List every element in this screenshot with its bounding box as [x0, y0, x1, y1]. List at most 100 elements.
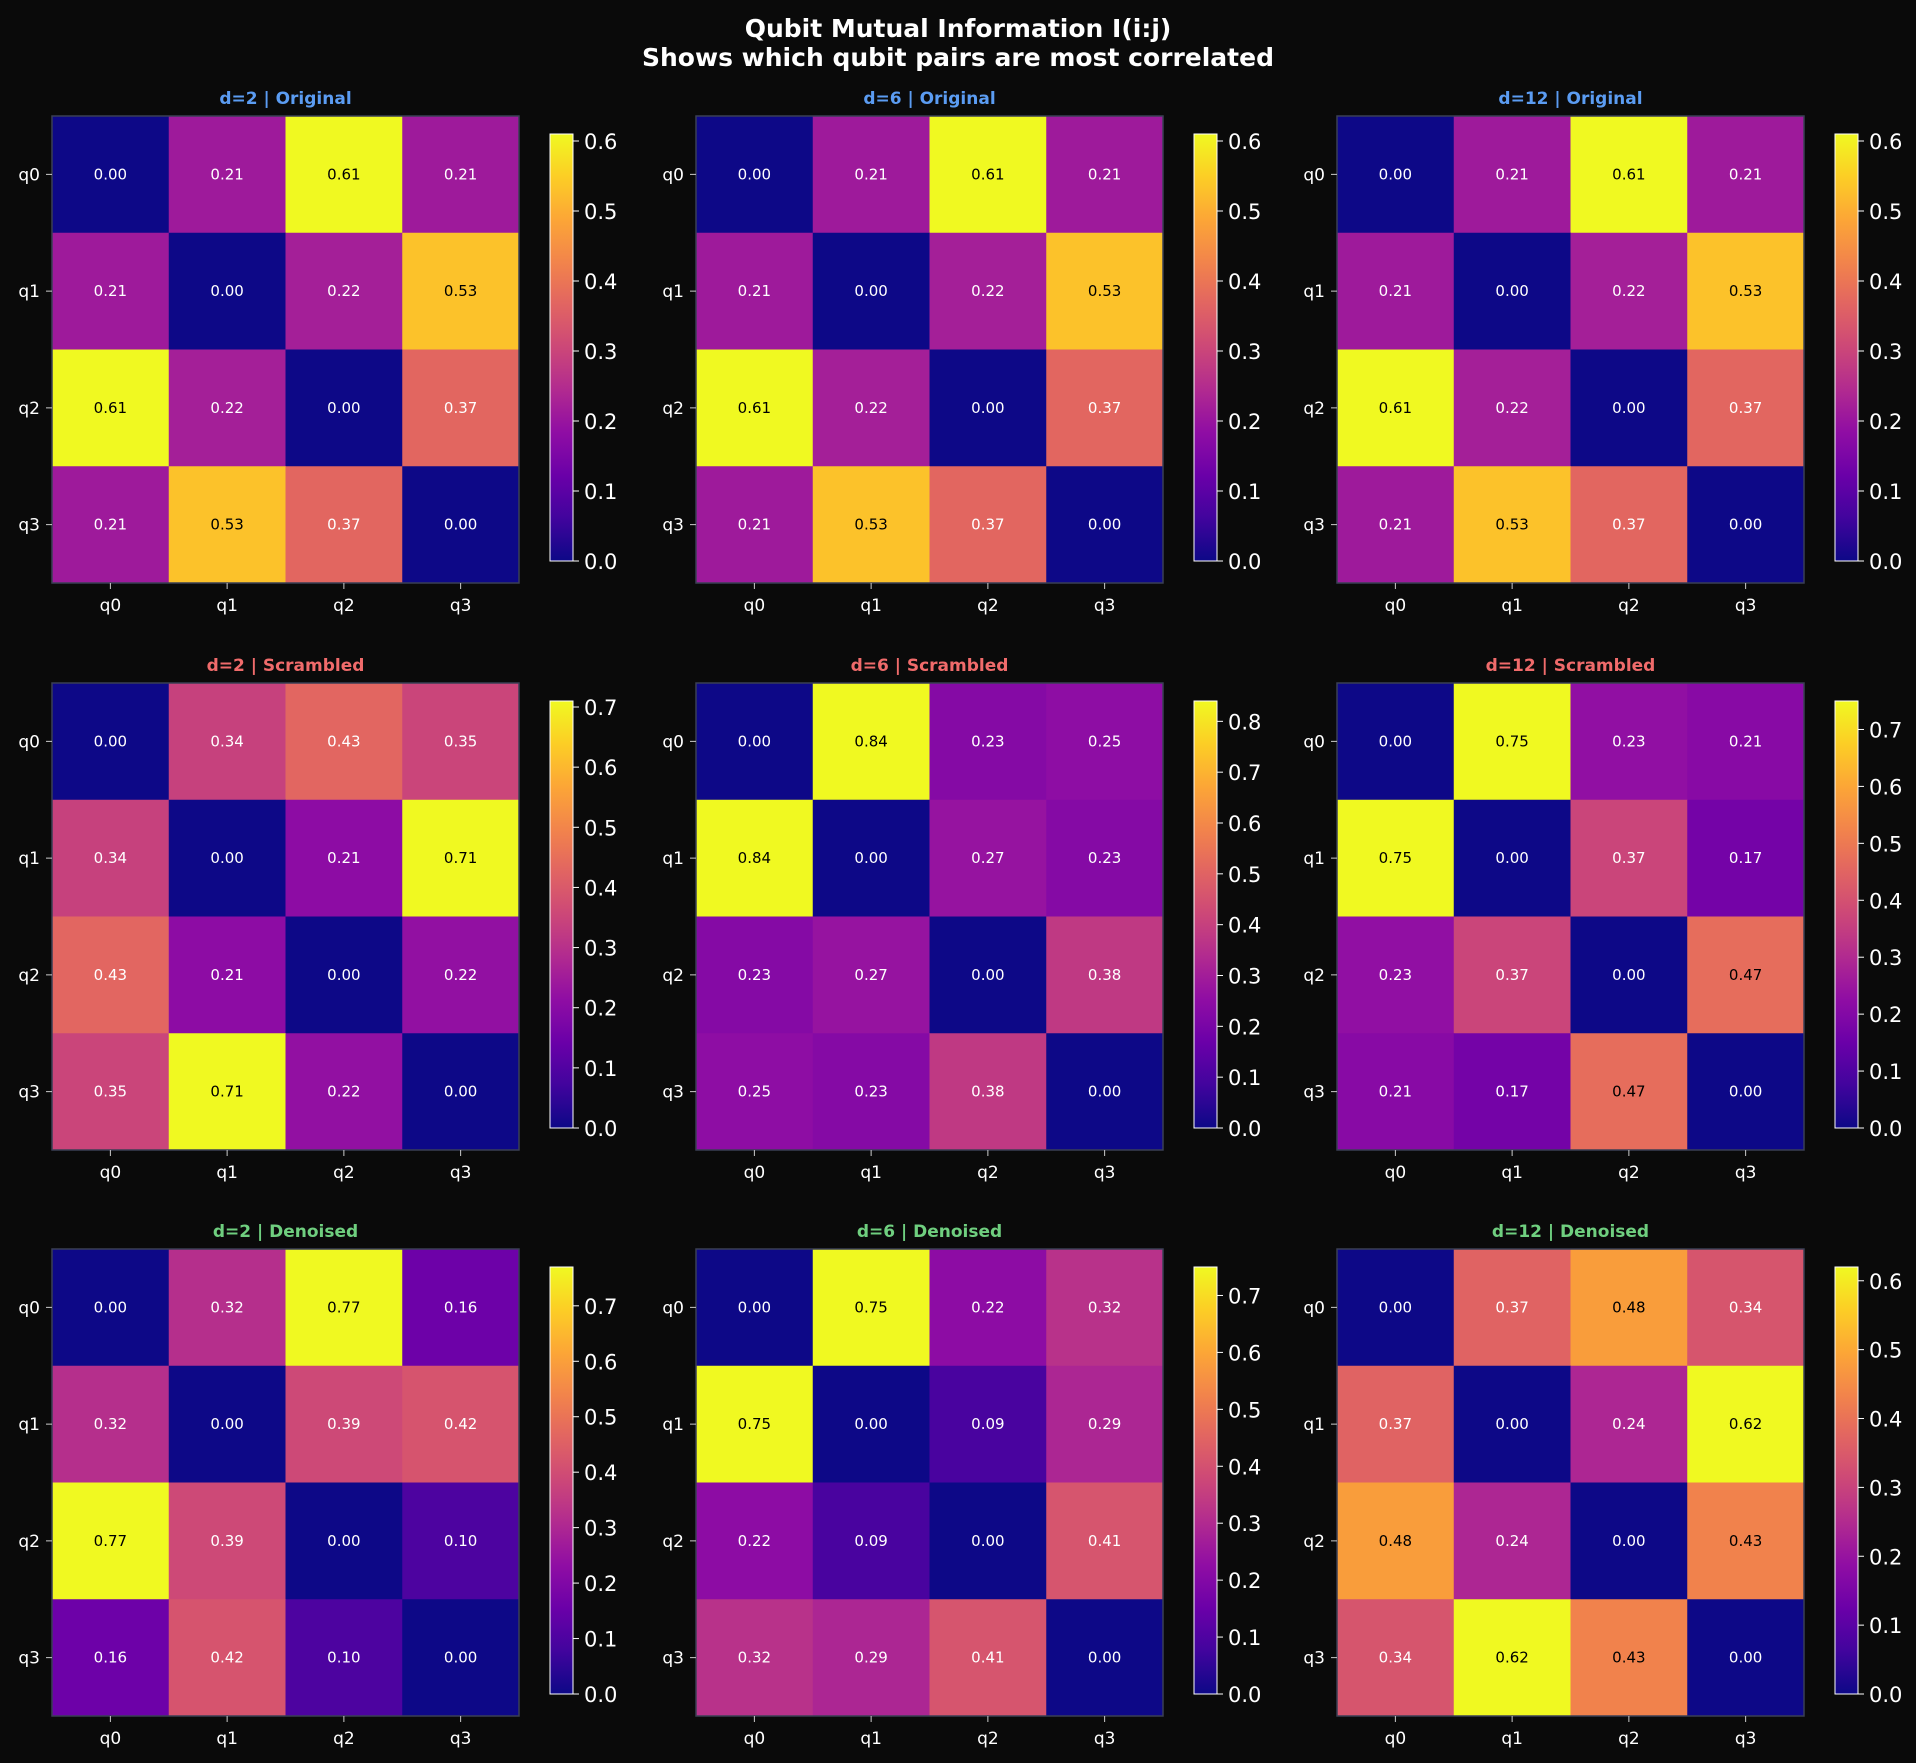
cell-value-label: 0.10	[444, 1532, 477, 1550]
colorbar-tick-label: 0.4	[1228, 270, 1261, 294]
cell-value-label: 0.10	[327, 1649, 360, 1667]
colorbar-tick-label: 0.1	[1228, 480, 1261, 504]
x-tick-label: q2	[1618, 1163, 1640, 1183]
y-tick-label: q2	[662, 399, 684, 419]
cell-value-label: 0.84	[854, 732, 887, 750]
colorbar-tick-label: 0.5	[1869, 832, 1902, 856]
cell-value-label: 0.00	[1379, 165, 1412, 183]
x-tick-label: q1	[216, 1163, 238, 1183]
colorbar-tick-label: 0.6	[584, 130, 617, 154]
cell-value-label: 0.37	[1495, 966, 1528, 984]
cell-value-label: 0.24	[1612, 1415, 1645, 1433]
colorbar-tick-label: 0.3	[1869, 946, 1902, 970]
cell-value-label: 0.22	[210, 399, 243, 417]
x-tick-label: q0	[1385, 1163, 1407, 1183]
x-tick-label: q3	[1735, 1163, 1757, 1183]
heatmap-cell	[696, 916, 814, 1034]
cell-value-label: 0.53	[854, 516, 887, 534]
colorbar-tick-label: 0.0	[584, 1117, 617, 1141]
colorbar-tick-label: 0.7	[1228, 761, 1261, 785]
heatmap-panel: d=2 | Denoised 0.00 0.32 0.77 0.16 0.32 0.00 0.…	[18, 1222, 617, 1749]
cell-value-label: 0.29	[1088, 1415, 1121, 1433]
colorbar	[549, 700, 574, 1129]
heatmap-cell	[929, 1482, 1047, 1600]
heatmap-cell	[812, 683, 930, 801]
colorbar-tick-label: 0.6	[1869, 1270, 1902, 1294]
cell-value-label: 0.34	[94, 849, 127, 867]
colorbar-tick-label: 0.5	[1228, 200, 1261, 224]
heatmap-cell	[1337, 116, 1455, 234]
heatmap-frame	[51, 1248, 520, 1717]
y-tick-label: q2	[662, 1532, 684, 1552]
heatmap-cell	[1453, 799, 1571, 917]
heatmap-cell	[285, 466, 403, 584]
heatmap-cell	[696, 349, 814, 467]
heatmap-cell	[285, 683, 403, 801]
y-tick-label: q3	[18, 516, 40, 536]
cell-value-label: 0.37	[1088, 399, 1121, 417]
heatmap-cell	[52, 116, 170, 234]
colorbar-tick-label: 0.1	[1869, 1060, 1902, 1084]
x-tick-label: q2	[333, 1729, 355, 1749]
heatmap-cell	[1687, 466, 1805, 584]
heatmap-cell	[402, 916, 520, 1034]
colorbar-tick-label: 0.1	[584, 1057, 617, 1081]
cell-value-label: 0.00	[444, 516, 477, 534]
x-tick-label: q1	[216, 1729, 238, 1749]
cell-value-label: 0.32	[94, 1415, 127, 1433]
heatmap-cell	[1453, 1482, 1571, 1600]
y-tick-label: q1	[662, 282, 684, 302]
panel-title: d=12 | Denoised	[1492, 1222, 1649, 1242]
cell-value-label: 0.39	[210, 1532, 243, 1550]
heatmap-cell	[1453, 1365, 1571, 1483]
y-tick-label: q0	[662, 1298, 684, 1318]
cell-value-label: 0.00	[444, 1083, 477, 1101]
heatmap-cell	[1046, 232, 1164, 350]
y-tick-label: q2	[1303, 1532, 1325, 1552]
cell-value-label: 0.22	[971, 282, 1004, 300]
heatmap-cell	[812, 916, 930, 1034]
colorbar-tick-label: 0.6	[1228, 130, 1261, 154]
cell-value-label: 0.29	[854, 1649, 887, 1667]
cell-value-label: 0.16	[444, 1298, 477, 1316]
colorbar-tick-label: 0.4	[584, 270, 617, 294]
heatmap-cell	[402, 466, 520, 584]
cell-value-label: 0.62	[1729, 1415, 1762, 1433]
heatmap-cell	[402, 1365, 520, 1483]
heatmap-cell	[402, 683, 520, 801]
cell-value-label: 0.61	[1612, 165, 1645, 183]
cell-value-label: 0.32	[1088, 1298, 1121, 1316]
heatmap-cell	[929, 1599, 1047, 1717]
heatmap-cell	[402, 232, 520, 350]
heatmap-cell	[1570, 116, 1688, 234]
cell-value-label: 0.32	[210, 1298, 243, 1316]
cell-value-label: 0.00	[444, 1649, 477, 1667]
heatmap-frame	[695, 682, 1164, 1151]
cell-value-label: 0.25	[1088, 732, 1121, 750]
cell-value-label: 0.61	[738, 399, 771, 417]
y-tick-label: q1	[1303, 282, 1325, 302]
heatmap-panel: d=12 | Original 0.00 0.21 0.61 0.21 0.21 0.00 0…	[1303, 89, 1902, 616]
colorbar-tick-label: 0.4	[1228, 914, 1261, 938]
x-tick-label: q3	[1094, 1163, 1116, 1183]
heatmap-cell	[52, 1482, 170, 1600]
y-tick-label: q3	[1303, 1649, 1325, 1669]
heatmap-cell	[285, 799, 403, 917]
x-tick-label: q3	[1094, 1729, 1116, 1749]
heatmap-cell	[1046, 1033, 1164, 1151]
cell-value-label: 0.21	[210, 966, 243, 984]
colorbar-tick-label: 0.0	[1869, 1117, 1902, 1141]
y-tick-label: q0	[18, 165, 40, 185]
panel-title: d=12 | Scrambled	[1486, 656, 1656, 676]
cell-value-label: 0.61	[1379, 399, 1412, 417]
panel-title: d=6 | Original	[863, 89, 995, 109]
colorbar-tick-label: 0.7	[1228, 1284, 1261, 1308]
cell-value-label: 0.21	[1379, 282, 1412, 300]
heatmap-cell	[1337, 683, 1455, 801]
heatmap-cell	[812, 349, 930, 467]
cell-value-label: 0.00	[327, 399, 360, 417]
heatmap-panel: d=6 | Original 0.00 0.21 0.61 0.21 0.21 0.00 0.…	[662, 89, 1261, 616]
colorbar-tick-label: 0.0	[584, 1683, 617, 1707]
colorbar-tick-label: 0.1	[584, 1628, 617, 1652]
